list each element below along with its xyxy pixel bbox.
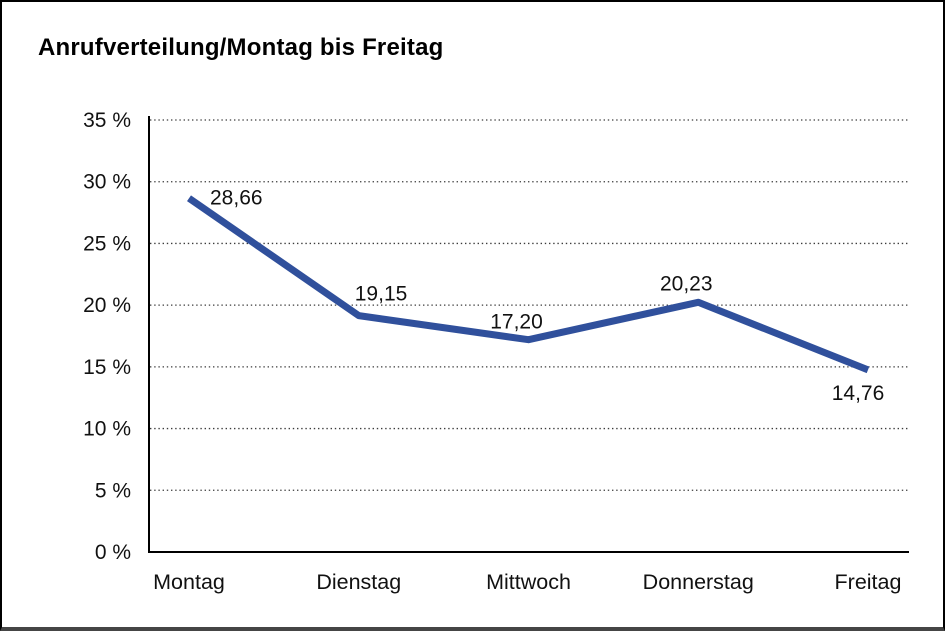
x-category-label: Donnerstag <box>643 570 754 594</box>
x-category-label: Freitag <box>835 570 902 594</box>
chart-title: Anrufverteilung/Montag bis Freitag <box>38 34 444 61</box>
y-tick-label: 5 % <box>95 479 131 502</box>
x-category-label: Dienstag <box>316 570 401 594</box>
x-category-label: Mittwoch <box>486 570 571 594</box>
y-tick-label: 10 % <box>83 418 131 441</box>
y-tick-label: 25 % <box>83 232 131 255</box>
y-tick-label: 30 % <box>83 171 131 194</box>
y-tick-label: 35 % <box>83 109 131 132</box>
y-tick-label: 20 % <box>83 294 131 317</box>
data-point-label: 19,15 <box>355 283 408 306</box>
data-point-label: 20,23 <box>660 272 713 295</box>
y-tick-label: 15 % <box>83 356 131 379</box>
data-point-label: 14,76 <box>832 382 885 405</box>
y-tick-label: 0 % <box>95 541 131 564</box>
series-line <box>187 195 870 374</box>
data-point-label: 28,66 <box>210 186 263 209</box>
x-category-label: Montag <box>153 570 225 594</box>
data-point-label: 17,20 <box>490 311 543 334</box>
